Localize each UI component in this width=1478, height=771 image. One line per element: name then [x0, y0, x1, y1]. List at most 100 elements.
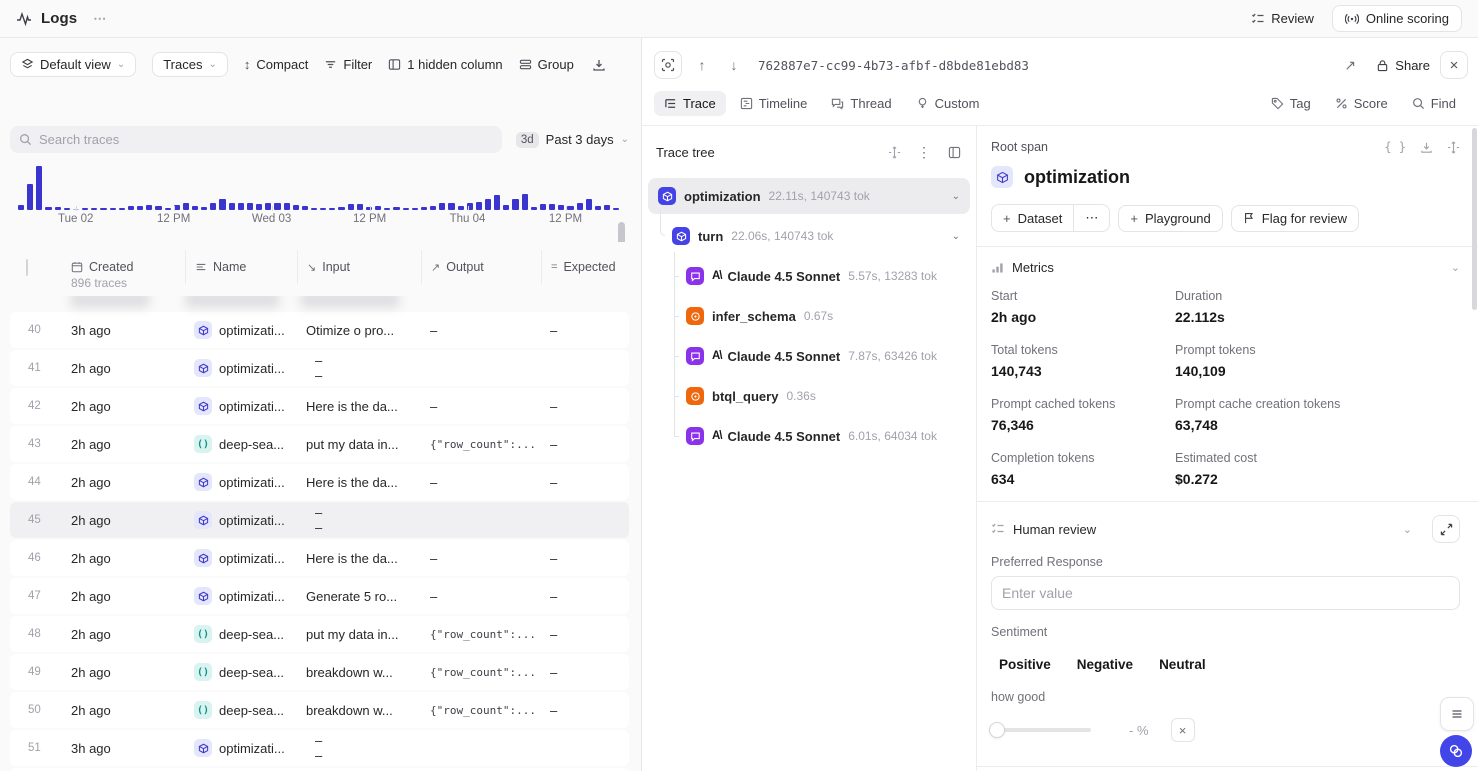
view-selector[interactable]: Default view ⌄ — [10, 52, 137, 77]
column-header-expected[interactable]: = Expected — [541, 250, 629, 284]
column-header-created[interactable]: Created — [62, 250, 185, 284]
time-range-selector[interactable]: 3d Past 3 days ⌄ — [515, 131, 629, 148]
share-button[interactable]: Share — [1376, 58, 1430, 73]
view-json-button[interactable]: { } — [1384, 140, 1406, 154]
tree-span-btql-query[interactable]: btql_query 0.36s — [648, 378, 970, 414]
score-button[interactable]: Score — [1325, 91, 1398, 116]
tree-span-claude-4-5-sonnet[interactable]: A\ Claude 4.5 Sonnet 5.57s, 13283 tok — [648, 258, 970, 294]
span-name: btql_query — [712, 388, 779, 404]
span-name: Claude 4.5 Sonnet — [727, 428, 841, 444]
table-toolbar: Default view ⌄ Traces ⌄ ↕ Compact Filter… — [10, 52, 629, 77]
collapse-panel-icon[interactable] — [942, 140, 966, 164]
sentiment-option-positive[interactable]: Positive — [991, 651, 1059, 678]
expand-review-button[interactable] — [1432, 515, 1460, 543]
table-row[interactable]: 48 2h ago () deep-sea... put my data in... {"… — [10, 616, 629, 652]
page-menu-button[interactable]: ⋯ — [93, 10, 108, 26]
focus-trace-button[interactable] — [654, 51, 682, 79]
table-row[interactable]: 44 2h ago optimizati... Here is the da... – – — [10, 464, 629, 500]
function-parens-icon: () — [194, 701, 212, 719]
column-header-input[interactable]: ↘ Input — [297, 250, 421, 284]
chevron-down-icon[interactable]: ⌄ — [1402, 523, 1412, 536]
sentiment-options: Positive Negative Neutral — [991, 651, 1460, 678]
search-field[interactable] — [10, 126, 502, 153]
download-button[interactable] — [592, 58, 606, 72]
add-to-dataset-button[interactable]: + Dataset — [991, 204, 1074, 232]
review-button[interactable]: Review — [1251, 11, 1314, 26]
tab-timeline[interactable]: Timeline — [730, 91, 818, 116]
slider-handle[interactable] — [989, 722, 1005, 738]
tab-custom[interactable]: Custom — [906, 91, 990, 116]
preferred-response-input[interactable] — [991, 576, 1460, 610]
tree-span-claude-4-5-sonnet[interactable]: A\ Claude 4.5 Sonnet 7.87s, 63426 tok — [648, 338, 970, 374]
expand-spans-icon[interactable] — [882, 140, 906, 164]
search-icon — [19, 133, 32, 146]
tree-span-infer-schema[interactable]: infer_schema 0.67s — [648, 298, 970, 334]
dataset-more-button[interactable]: ⋯ — [1073, 204, 1111, 232]
source-selector[interactable]: Traces ⌄ — [152, 52, 228, 77]
cell-name: optimizati... — [185, 549, 297, 567]
hidden-columns-button[interactable]: 1 hidden column — [388, 57, 503, 72]
broadcast-icon — [1344, 12, 1359, 26]
tab-trace[interactable]: Trace — [654, 90, 726, 116]
sentiment-option-neutral[interactable]: Neutral — [1151, 651, 1214, 678]
sentiment-option-negative[interactable]: Negative — [1069, 651, 1141, 678]
table-header: Created Name ↘ Input ↗ Output = — [10, 242, 629, 296]
tree-span-turn[interactable]: turn 22.06s, 140743 tok ⌄ — [648, 218, 970, 254]
trace-volume-histogram[interactable]: Tue 02 12 PM Wed 03 12 PM Thu 04 12 PM — [10, 164, 627, 228]
table-row[interactable]: 50 2h ago () deep-sea... breakdown w... {"row… — [10, 692, 629, 728]
select-all-checkbox[interactable] — [26, 258, 28, 276]
online-scoring-button[interactable]: Online scoring — [1331, 5, 1462, 32]
column-header-output[interactable]: ↗ Output — [421, 250, 541, 284]
table-row[interactable]: 51 3h ago optimizati... – – — [10, 730, 629, 766]
assistant-brand-button[interactable] — [1440, 735, 1472, 767]
metric-estimated-cost: Estimated cost $0.272 — [1175, 451, 1257, 487]
tab-thread[interactable]: Thread — [821, 91, 901, 116]
cell-name: optimizati... — [185, 321, 297, 339]
previous-trace-button[interactable]: ↑ — [690, 53, 714, 77]
anthropic-logo-icon: A\ — [712, 270, 722, 282]
tree-span-claude-4-5-sonnet[interactable]: A\ Claude 4.5 Sonnet 6.01s, 64034 tok — [648, 418, 970, 454]
tag-button[interactable]: Tag — [1261, 91, 1321, 116]
flag-for-review-button[interactable]: Flag for review — [1230, 204, 1360, 232]
histogram-bar — [137, 206, 144, 210]
table-row[interactable]: 42 2h ago optimizati... Here is the da... – – — [10, 388, 629, 424]
chevron-down-icon[interactable]: ⌄ — [1450, 262, 1460, 274]
filter-button[interactable]: Filter — [324, 57, 372, 72]
logs-list-panel: Default view ⌄ Traces ⌄ ↕ Compact Filter… — [0, 38, 641, 771]
group-button[interactable]: Group — [519, 57, 574, 72]
clear-slider-button[interactable]: × — [1170, 718, 1195, 742]
chat-bubbles-icon — [831, 97, 844, 110]
download-span-button[interactable] — [1420, 141, 1433, 154]
floating-menu-button[interactable] — [1440, 697, 1474, 731]
close-panel-button[interactable]: × — [1440, 51, 1468, 79]
function-parens-icon: () — [194, 663, 212, 681]
table-row[interactable]: 43 2h ago () deep-sea... put my data in... {"… — [10, 426, 629, 462]
table-row[interactable]: 45 2h ago optimizati... – – — [10, 502, 629, 538]
cell-output: {"row_count":... — [430, 437, 536, 451]
search-input[interactable] — [39, 132, 493, 147]
chevron-down-icon[interactable]: ⌄ — [951, 190, 960, 202]
column-header-name[interactable]: Name — [185, 250, 297, 284]
tree-span-optimization[interactable]: optimization 22.11s, 140743 tok ⌄ — [648, 178, 970, 214]
table-row[interactable]: 46 2h ago optimizati... Here is the da... – – — [10, 540, 629, 576]
histogram-bar — [292, 204, 299, 210]
find-button[interactable]: Find — [1402, 91, 1466, 116]
histogram-bar — [256, 204, 263, 210]
expand-all-button[interactable] — [1447, 141, 1460, 154]
table-row[interactable]: 41 2h ago optimizati... – – — [10, 350, 629, 386]
table-row[interactable]: 40 3h ago optimizati... Otimize o pro... – – — [10, 312, 629, 348]
histogram-bar — [146, 205, 153, 210]
open-playground-button[interactable]: + Playground — [1118, 204, 1223, 232]
open-in-new-icon[interactable]: ↗ — [1338, 53, 1362, 77]
tree-menu-icon[interactable]: ⋮ — [912, 140, 936, 164]
compact-toggle[interactable]: ↕ Compact — [243, 57, 309, 72]
detail-scrollbar[interactable] — [1472, 128, 1477, 310]
human-review-header[interactable]: Human review ⌄ — [991, 515, 1460, 543]
metrics-header[interactable]: Metrics ⌄ — [991, 260, 1460, 275]
next-trace-button[interactable]: ↓ — [722, 53, 746, 77]
how-good-slider[interactable] — [989, 722, 1091, 738]
table-row[interactable]: 47 2h ago optimizati... Generate 5 ro... – – — [10, 578, 629, 614]
table-row[interactable]: 49 2h ago () deep-sea... breakdown w... {"row… — [10, 654, 629, 690]
chevron-down-icon[interactable]: ⌄ — [951, 230, 960, 242]
